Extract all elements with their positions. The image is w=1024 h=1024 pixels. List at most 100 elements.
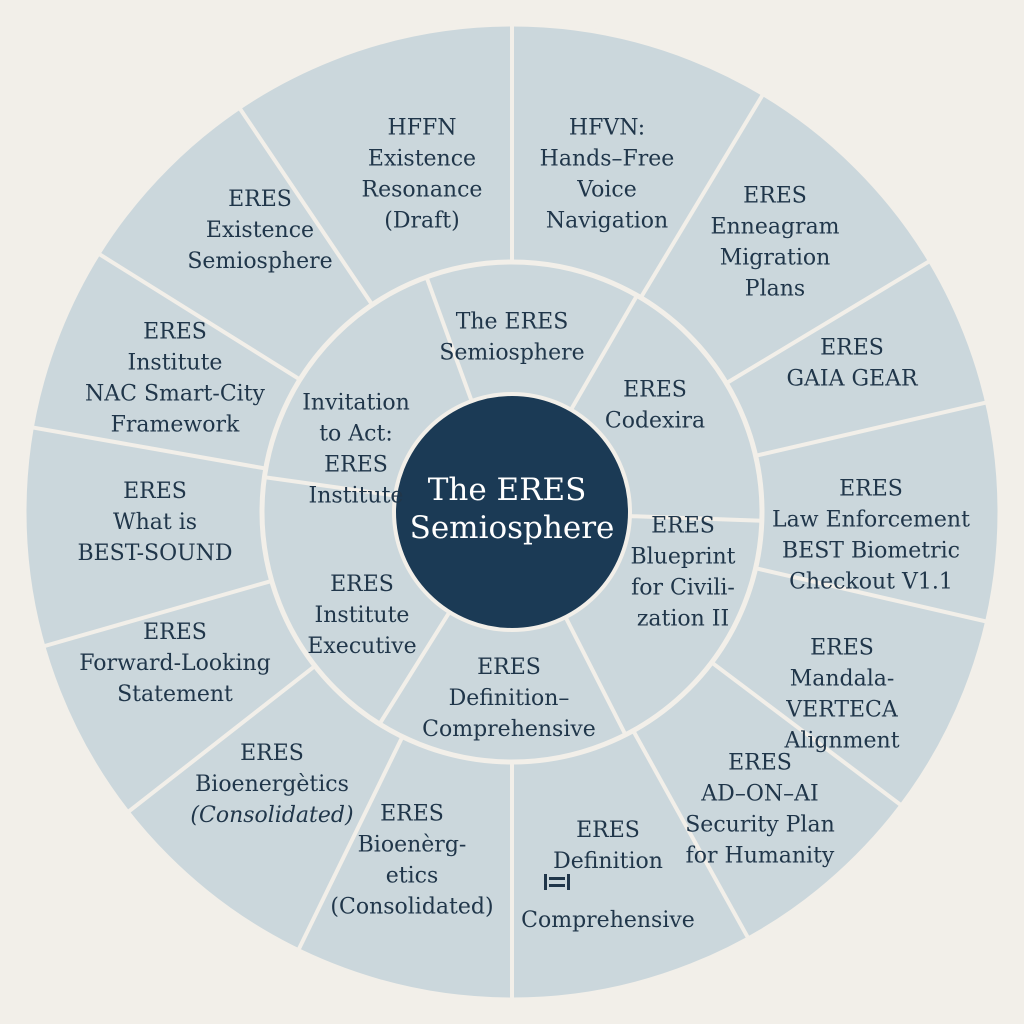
inner-segment-label-line: Invitation (302, 391, 410, 416)
outer-divider (123, 664, 317, 817)
outer-segment-label-line: Resonance (362, 178, 483, 203)
inner-segment-label-line: for Civili- (631, 576, 735, 601)
outer-segment-label-line: Mandala- (790, 667, 895, 692)
inner-segment-label-line: Semiosphere (439, 341, 584, 366)
outer-segment-label-line: ERES (820, 336, 884, 361)
center-title-line-2: Semiosphere (410, 510, 615, 546)
outer-segment-label-line: Framework (111, 413, 240, 438)
inner-segment-label: ERES Blueprint for Civili-zation II (630, 514, 735, 632)
inner-segment-label-line: to Act: (319, 422, 393, 447)
center-hub (392, 392, 632, 632)
inner-segment-label: ERES Institute Executive (307, 572, 416, 659)
outer-segment-label-line: Law Enforcement (772, 508, 970, 533)
outer-segment-label-line: Enneagram (710, 215, 839, 240)
inner-segment-label-line: ERES (651, 514, 715, 539)
outer-divider (639, 89, 768, 299)
outer-segment-label-line: Checkout V1.1 (789, 570, 953, 595)
outer-segment-label: ERES Mandala- VERTECA Alignment (783, 636, 899, 754)
inner-segment-label: Invitation to Act: ERES Institute (302, 391, 410, 509)
outer-segment-label-line: GAIA GEAR (786, 367, 919, 392)
outer-divider (725, 256, 935, 385)
inner-segment-label-line: Institute (315, 603, 410, 628)
center-title: The ERES Semiosphere (410, 472, 615, 546)
outer-divider (27, 424, 267, 471)
outer-segment-label-line: ERES (576, 818, 640, 843)
inner-segment-label-line: ERES (477, 655, 541, 680)
outer-segment-label: ERES GAIA GEAR (786, 336, 919, 392)
inner-divider (563, 616, 628, 736)
outer-segment-label-line: VERTECA (785, 698, 899, 723)
outer-segment-label-line: HFFN (388, 116, 457, 141)
outer-segment-label-line: Hands–Free (540, 147, 675, 172)
outer-segment-label-line: Bioenèrg- (358, 833, 467, 858)
outer-segment-label: ERES Enneagram Migration Plans (710, 184, 839, 302)
inner-segment-label-line: ERES (330, 572, 394, 597)
outer-segment-label-line: AD–ON–AI (700, 782, 818, 807)
outer-divider (755, 399, 992, 458)
outer-divider (710, 660, 907, 810)
inner-segment-label: The ERES Semiosphere (439, 310, 584, 366)
inner-segment-label-line: Comprehensive (422, 717, 596, 742)
outer-segment-label-line: (Consolidated) (190, 803, 353, 828)
outer-segment-labels: HFVN: Hands–Free Voice Navigation ERES Enneag… (77, 116, 970, 934)
outer-segment-label-line: Voice (576, 178, 637, 203)
outer-segment-label: ERES Existence Semiosphere (187, 187, 332, 274)
inner-segment-label-line: ERES (324, 453, 388, 478)
outer-segment-label: ERES Institute NAC Smart-City Framework (85, 320, 266, 438)
center-title-line-1: The ERES (428, 472, 587, 508)
outer-segment-label-line: Statement (117, 682, 233, 707)
outer-segment-label: HFFN Existence Resonance (Draft) (362, 116, 483, 234)
outer-divider (235, 102, 374, 306)
outer-segment-label-line: Plans (745, 277, 805, 302)
outer-segment-label: HFVN: Hands–Free Voice Navigation (540, 116, 675, 234)
outer-segment-label: ERES Bioenèrg-etics (Consolidated) (330, 802, 493, 920)
inner-segment-label-line: Definition– (449, 686, 570, 711)
outer-segment-label-line: Existence (206, 218, 314, 243)
outer-segment-label-line: HFVN: (569, 116, 645, 141)
inner-segment-label-line: zation II (637, 607, 729, 632)
outer-segment-label-line: Migration (720, 246, 831, 271)
inner-divider (629, 514, 762, 523)
outer-divider (38, 578, 273, 650)
outer-divider (93, 249, 302, 382)
outer-segment-label-line: Bioenergètics (195, 772, 349, 797)
inner-segment-label-line: Institute (309, 484, 404, 509)
outer-ring-dividers (27, 20, 992, 1004)
outer-segment-label-line: Definition (553, 849, 663, 874)
inner-segment-label-line: ERES (623, 378, 687, 403)
inner-ring-dividers (264, 276, 762, 736)
outer-segment-label-line: etics (386, 864, 439, 889)
outer-segment-label-line: Alignment (783, 729, 899, 754)
outer-segment-label-line: Existence (368, 147, 476, 172)
inner-divider (377, 611, 452, 726)
outer-segment-label: ERES Bioenergètics (Consolidated) (190, 741, 353, 828)
outer-segment-label-line: Comprehensive (521, 908, 695, 933)
outer-segment-label: ERES What is BEST-SOUND (77, 479, 232, 566)
outer-segment-label-line: ERES (728, 751, 792, 776)
outer-segment-label-line: Institute (128, 351, 223, 376)
inner-segment-label-line: The ERES (456, 310, 569, 335)
inner-segment-label-line: Blueprint (630, 545, 735, 570)
inner-divider (424, 276, 474, 402)
outer-divider (294, 735, 405, 956)
outer-segment-label-line: Navigation (546, 209, 668, 234)
outer-segment-label-line: ERES (240, 741, 304, 766)
outer-divider (755, 566, 992, 625)
outer-segment-label-line: Forward-Looking (79, 651, 271, 676)
inner-segment-label: ERES Definition– Comprehensive (422, 655, 596, 742)
inner-segment-label: ERES Codexira (605, 378, 705, 434)
outer-segment-label-line: (Consolidated) (330, 895, 493, 920)
outer-segment-label-line: BEST-SOUND (77, 541, 232, 566)
inner-segment-label-line: Codexira (605, 409, 705, 434)
outer-segment-label-line: Semiosphere (187, 249, 332, 274)
equals-bar-icon (544, 874, 570, 890)
outer-segment-label: ERES Law Enforcement BEST Biometric Checkou… (772, 477, 970, 595)
inner-divider (569, 294, 639, 411)
outer-segment-label: ERES AD–ON–AI Security Plan for Humanity (685, 751, 835, 869)
outer-segment-label-line: ERES (743, 184, 807, 209)
outer-segment-label-line: Security Plan (685, 813, 835, 838)
outer-segment-label-line: ERES (143, 620, 207, 645)
outer-segment-label-line: (Draft) (384, 209, 459, 234)
